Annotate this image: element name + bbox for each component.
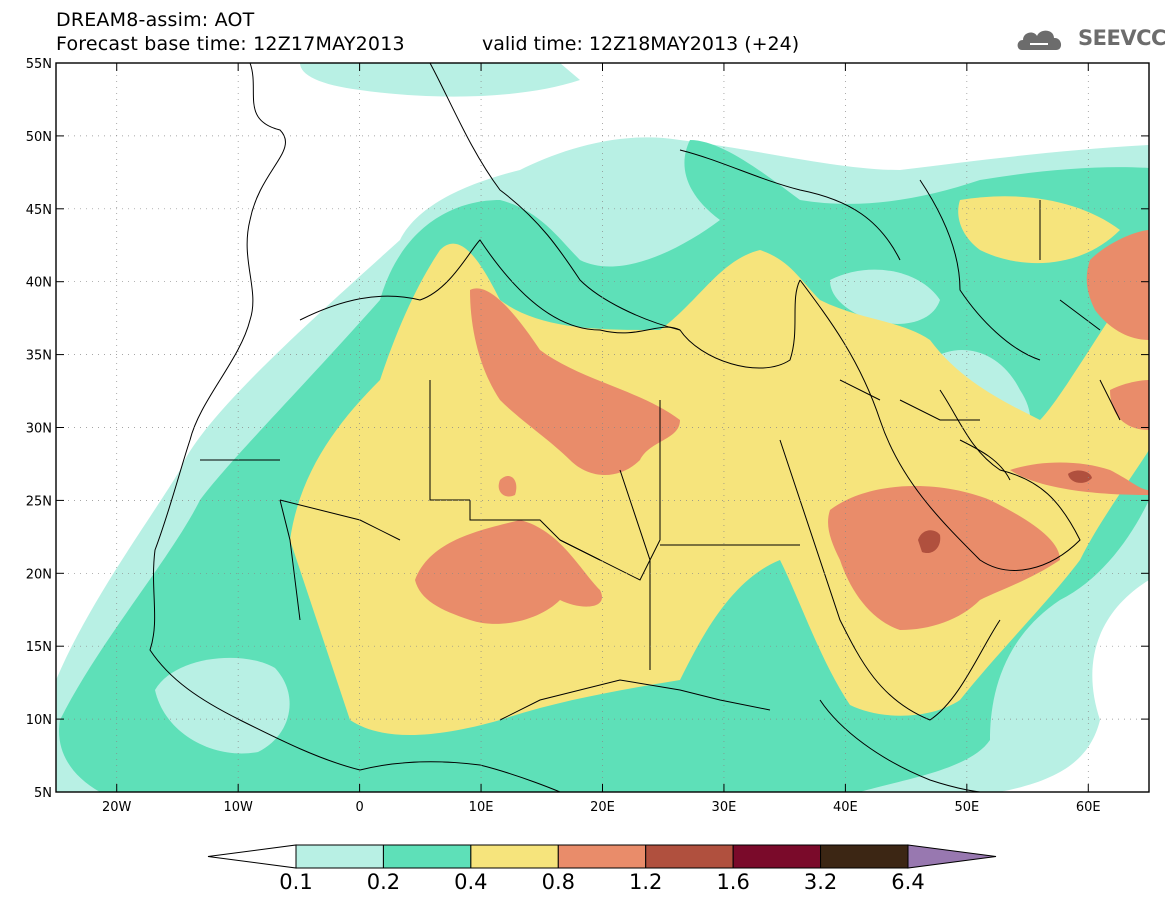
map-gridlines bbox=[56, 63, 1149, 792]
colorbar-level-label: 0.8 bbox=[541, 870, 575, 894]
lon-tick-label: 20E bbox=[590, 800, 615, 815]
map-title: DREAM8-assim: AOT bbox=[56, 9, 255, 31]
lon-tick-label: 30E bbox=[712, 800, 737, 815]
seevccc-logo: SEEVCCC bbox=[1078, 26, 1165, 50]
aot-level-0-8 bbox=[470, 288, 680, 475]
lon-tick-label: 10E bbox=[469, 800, 494, 815]
lon-tick-label: 60E bbox=[1076, 800, 1101, 815]
colorbar-level-label: 1.2 bbox=[629, 870, 663, 894]
lon-tick-label: 40E bbox=[833, 800, 858, 815]
valid-time: valid time: 12Z18MAY2013 (+24) bbox=[482, 33, 800, 55]
lat-tick-label: 10N bbox=[26, 713, 52, 728]
lon-tick-label: 10W bbox=[223, 800, 253, 815]
axis-ticks: 55N 50N 45N 40N 35N 30N 25N 20N 15N 10N 5N 20W 10W 0 1… bbox=[26, 57, 1149, 815]
colorbar-swatch bbox=[820, 844, 909, 869]
aot-colorbar bbox=[207, 844, 997, 869]
colorbar-under-arrow bbox=[207, 844, 297, 869]
lat-tick-label: 45N bbox=[26, 203, 52, 218]
colorbar-level-label: 0.2 bbox=[366, 870, 401, 894]
colorbar-level-label: 6.4 bbox=[891, 870, 925, 894]
lat-tick-label: 40N bbox=[26, 276, 52, 291]
aot-contour-fields bbox=[56, 63, 1149, 792]
lat-tick-label: 55N bbox=[26, 57, 52, 72]
cloud-logo-icon bbox=[1017, 30, 1062, 50]
aot-level-1-2 bbox=[918, 530, 941, 554]
colorbar-level-label: 3.2 bbox=[803, 870, 838, 894]
lat-tick-label: 20N bbox=[26, 567, 52, 582]
colorbar-level-label: 0.4 bbox=[454, 870, 488, 894]
colorbar-over-arrow bbox=[907, 844, 997, 869]
lat-tick-label: 35N bbox=[26, 349, 52, 364]
colorbar-swatch bbox=[470, 844, 559, 869]
colorbar-swatch bbox=[295, 844, 384, 869]
lat-tick-label: 15N bbox=[26, 640, 52, 655]
colorbar-swatch bbox=[382, 844, 472, 869]
colorbar-level-label: 1.6 bbox=[716, 870, 750, 894]
colorbar-swatch bbox=[732, 844, 822, 869]
forecast-base-time: Forecast base time: 12Z17MAY2013 bbox=[56, 33, 405, 55]
lon-tick-label: 50E bbox=[954, 800, 979, 815]
colorbar-swatch bbox=[557, 844, 647, 869]
lat-tick-label: 25N bbox=[26, 494, 52, 509]
lon-tick-label: 20W bbox=[102, 800, 132, 815]
colorbar-swatch bbox=[645, 844, 734, 869]
lat-tick-label: 5N bbox=[34, 786, 52, 801]
lat-tick-label: 50N bbox=[26, 130, 52, 145]
colorbar-level-label: 0.1 bbox=[279, 870, 313, 894]
lat-tick-label: 30N bbox=[26, 422, 52, 437]
coastlines-borders bbox=[149, 63, 1121, 792]
lon-tick-label: 0 bbox=[355, 800, 363, 815]
